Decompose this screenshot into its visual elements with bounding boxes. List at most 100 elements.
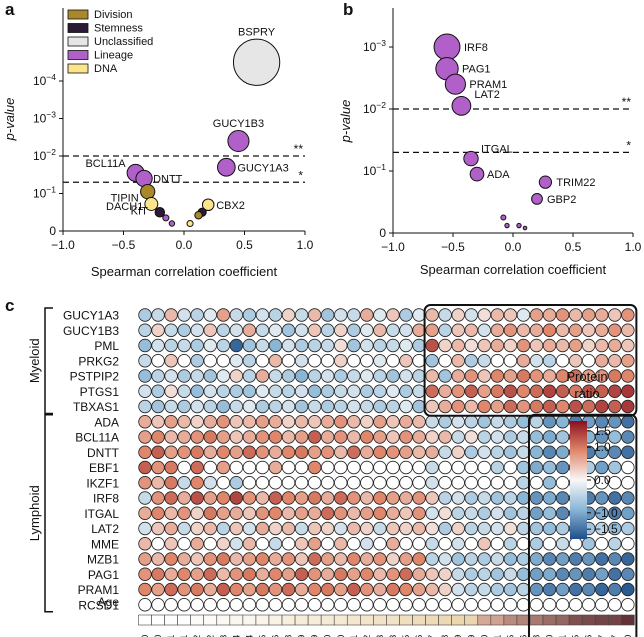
- heatmap-cell: [503, 369, 518, 383]
- a-point-label: DNTT: [153, 174, 183, 186]
- heatmap-cell: [177, 369, 191, 383]
- heatmap-cell: [268, 415, 283, 429]
- heatmap-cell: [503, 476, 518, 490]
- b-point-label: ADA: [487, 169, 510, 181]
- heatmap-cell: [177, 323, 191, 337]
- age-label: 30: [323, 635, 334, 637]
- b-point-label: PAG1: [462, 64, 491, 76]
- heatmap-cell: [464, 537, 478, 551]
- heatmap-cell: [425, 506, 439, 520]
- heatmap-cell: [516, 384, 531, 398]
- heatmap-cell: [177, 506, 191, 520]
- heatmap-cell: [164, 338, 178, 353]
- heatmap-cell: [438, 338, 452, 353]
- heatmap-cell: [608, 460, 622, 475]
- heatmap-cell: [268, 582, 283, 597]
- heatmap-cell: [268, 476, 283, 490]
- age-label: 22: [205, 635, 216, 637]
- a-point-label: CBX2: [216, 200, 245, 212]
- panel-b-xlabel: Spearman correlation coefficient: [420, 262, 607, 277]
- heatmap-cell: [321, 430, 335, 444]
- heatmap-cell: [242, 399, 257, 414]
- heatmap-cell: [412, 415, 426, 429]
- b-ytick-label: 10−1: [363, 162, 386, 178]
- panel-b-axes: [392, 8, 633, 234]
- heatmap-cell: [360, 384, 374, 398]
- heatmap-cell: [490, 537, 505, 551]
- a-ytick-label-exp: −2: [46, 147, 56, 157]
- age-cell: [268, 614, 283, 626]
- heatmap-cell: [608, 521, 622, 536]
- heatmap-cell: [334, 384, 348, 398]
- heatmap-cell: [438, 491, 452, 505]
- age-cell: [138, 614, 152, 626]
- heatmap-cell: [399, 445, 413, 459]
- a-point: [154, 206, 166, 218]
- age-label: 40: [479, 635, 490, 637]
- a-point-label: KIT: [131, 205, 148, 217]
- heatmap-cell: [425, 354, 439, 368]
- heatmap-cell: [425, 323, 439, 337]
- heatmap-cell: [203, 384, 217, 398]
- age-label: 55: [571, 635, 582, 637]
- heatmap-cell: [386, 323, 400, 337]
- heatmap-cell: [399, 552, 413, 566]
- heatmap-cell: [216, 537, 231, 551]
- heatmap-cell: [281, 399, 296, 414]
- heatmap-cell: [307, 460, 322, 475]
- heatmap-cell: [490, 399, 505, 414]
- age-label: 24: [231, 635, 242, 637]
- b-point: [538, 175, 553, 189]
- heatmap-cell: [216, 384, 231, 398]
- heatmap-cell: [568, 338, 583, 353]
- heatmap-cell: [190, 445, 204, 459]
- heatmap-cell: [151, 537, 165, 551]
- heatmap-cell: [529, 506, 544, 520]
- gene-label: GUCY1B3: [63, 324, 119, 338]
- heatmap-cell: [177, 476, 191, 490]
- heatmap-cell: [542, 354, 557, 368]
- heatmap-cell: [307, 476, 322, 490]
- heatmap-cell: [542, 521, 557, 536]
- heatmap-cell: [516, 537, 531, 551]
- heatmap-cell: [529, 415, 544, 429]
- heatmap-cell: [216, 460, 231, 475]
- b-point: [433, 33, 461, 61]
- heatmap-cell: [490, 384, 505, 398]
- heatmap-cell: [503, 308, 518, 322]
- heatmap-cell: [242, 430, 257, 444]
- heatmap-cell: [294, 521, 309, 536]
- heatmap-cell: [177, 552, 191, 566]
- heatmap-cell: [503, 384, 518, 398]
- heatmap-cell: [190, 552, 204, 566]
- heatmap-cell: [542, 552, 557, 566]
- heatmap-cell: [294, 537, 309, 551]
- heatmap-cell: [555, 598, 570, 612]
- heatmap-cell: [438, 445, 452, 459]
- heatmap-cell: [255, 567, 270, 581]
- heatmap-cell: [190, 415, 204, 429]
- heatmap-cell: [255, 430, 270, 444]
- age-cell: [529, 614, 544, 626]
- heatmap-cell: [216, 476, 231, 490]
- heatmap-cell: [595, 308, 609, 322]
- a-ytick-label: 10−4: [33, 72, 56, 88]
- heatmap-cell: [582, 369, 596, 383]
- heatmap-cell: [229, 430, 244, 444]
- heatmap-cell: [503, 521, 518, 536]
- heatmap-cell: [490, 430, 505, 444]
- heatmap-cell: [490, 354, 505, 368]
- heatmap-cell: [242, 521, 257, 536]
- heatmap-cell: [529, 323, 544, 337]
- heatmap-cell: [151, 521, 165, 536]
- heatmap-cell: [334, 598, 348, 612]
- heatmap-cell: [307, 552, 322, 566]
- heatmap-cell: [307, 384, 322, 398]
- age-label: 22: [192, 635, 203, 637]
- heatmap-cell: [334, 354, 348, 368]
- heatmap-cell: [412, 598, 426, 612]
- age-label: 26: [271, 635, 282, 637]
- heatmap-cell: [608, 338, 622, 353]
- heatmap-cell: [294, 491, 309, 505]
- heatmap-cell: [373, 415, 387, 429]
